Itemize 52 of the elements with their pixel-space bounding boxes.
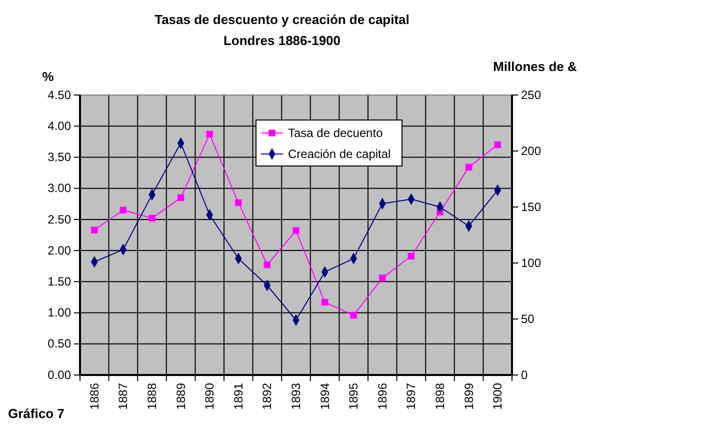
point [465, 164, 472, 171]
y-tick-label: 3.50 [48, 150, 72, 164]
y2-tick-label: 200 [521, 144, 542, 158]
x-tick-label: 1894 [318, 382, 332, 410]
x-tick-label: 1891 [231, 382, 246, 410]
x-tick-label: 1900 [490, 382, 505, 410]
chart-subtitle: Londres 1886-1900 [223, 33, 341, 48]
point [177, 194, 184, 202]
point [379, 274, 386, 282]
x-tick-label: 1895 [346, 382, 361, 410]
point [148, 214, 156, 222]
y-tick-label: 1.50 [48, 274, 72, 289]
point [321, 298, 328, 306]
y2-tick-label: 50 [521, 312, 535, 326]
y-tick-label: 2.00 [48, 243, 72, 258]
x-tick-label: 1887 [116, 382, 130, 410]
legend-label: Tasa de decuento [288, 126, 384, 140]
text: Gráfico 7 [8, 406, 64, 421]
y2-axis-title: Millones de & [493, 59, 577, 74]
x-tick-label: 1890 [202, 382, 217, 410]
point [408, 252, 415, 260]
y-tick-label: 4.50 [48, 88, 72, 102]
y2-tick-label: 150 [521, 200, 542, 214]
y2-tick-label: 250 [521, 88, 542, 102]
y2-tick-label: 100 [521, 256, 542, 270]
x-tick-label: 1896 [375, 382, 390, 410]
y-axis-title: % [42, 69, 54, 84]
x-tick-label: 1898 [433, 382, 447, 410]
point [235, 199, 242, 206]
y-tick-label: 1.00 [48, 306, 72, 320]
x-tick-label: 1893 [289, 382, 303, 410]
x-tick-label: 1886 [87, 382, 102, 410]
y-tick-label: 2.50 [48, 212, 72, 226]
y2-tick-label: 0 [521, 368, 528, 382]
point [206, 130, 213, 138]
point [350, 312, 357, 319]
legend-label: Creación de capital [288, 147, 391, 161]
y-tick-label: 0.50 [48, 336, 72, 351]
point [264, 262, 271, 268]
point [91, 226, 98, 234]
x-tick-label: 1888 [145, 382, 159, 410]
y-tick-label: 3.00 [48, 181, 72, 196]
point [494, 141, 501, 148]
y-tick-label: 0.00 [48, 368, 72, 382]
y-tick-label: 4.00 [48, 118, 72, 133]
chart-title: Tasas de descuento y creación de capital [154, 12, 410, 27]
x-tick-label: 1892 [260, 382, 274, 410]
point [292, 227, 300, 234]
x-tick-label: 1889 [174, 382, 188, 410]
x-tick-label: 1899 [462, 382, 476, 410]
x-tick-label: 1897 [404, 382, 418, 410]
point [120, 206, 127, 214]
